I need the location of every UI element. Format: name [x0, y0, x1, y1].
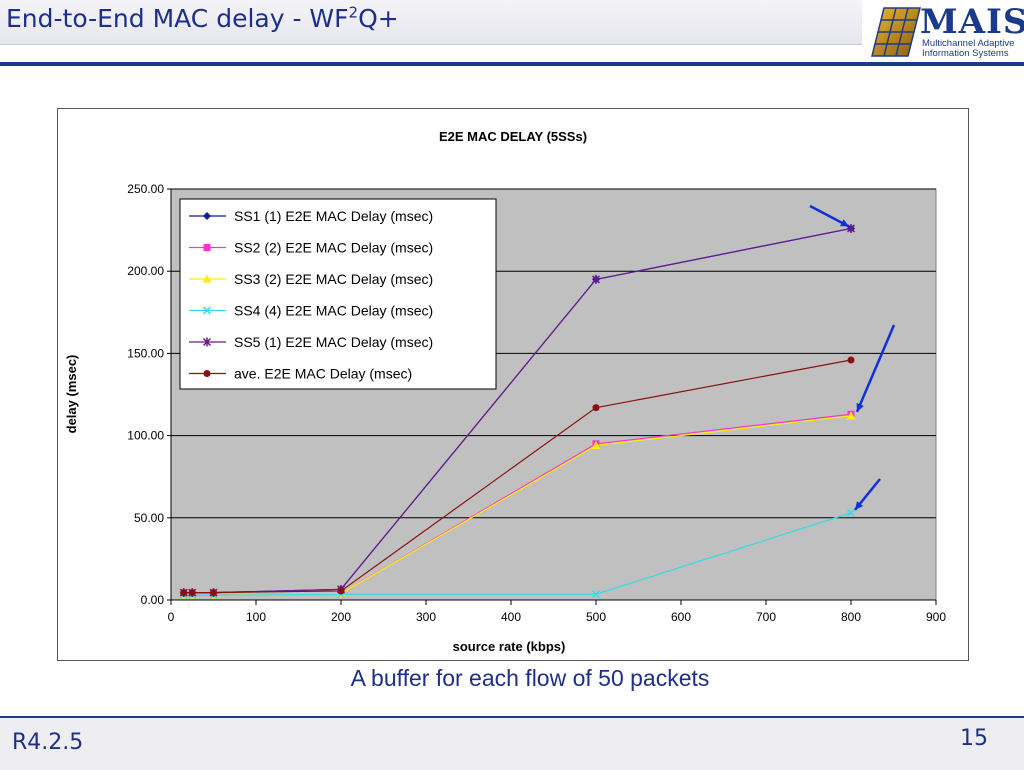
- x-tick-label: 300: [416, 610, 436, 624]
- logo-subtitle: Multichannel Adaptive Information Systems: [922, 38, 1015, 59]
- data-point: [188, 589, 196, 597]
- logo-grid-icon: [871, 7, 921, 57]
- x-tick-label: 500: [586, 610, 606, 624]
- x-tick-label: 200: [331, 610, 351, 624]
- x-tick-label: 800: [841, 610, 861, 624]
- data-point: [846, 508, 856, 517]
- legend-marker: [203, 370, 211, 377]
- x-tick-label: 100: [246, 610, 266, 624]
- y-tick-label: 250.00: [127, 182, 164, 196]
- arrow-head-icon: [840, 219, 849, 227]
- arrow-head-icon: [856, 402, 864, 412]
- legend-marker: [202, 274, 212, 283]
- legend-label: ave. E2E MAC Delay (msec): [234, 366, 412, 382]
- legend-entry: SS4 (4) E2E MAC Delay (msec): [189, 303, 433, 319]
- slide-caption: A buffer for each flow of 50 packets: [350, 665, 710, 691]
- chart-title: E2E MAC DELAY (5SSs): [439, 129, 587, 144]
- data-point: [337, 587, 345, 595]
- arrow-head-icon: [855, 501, 864, 510]
- x-tick-label: 900: [926, 610, 946, 624]
- legend-label: SS3 (2) E2E MAC Delay (msec): [234, 271, 433, 287]
- legend-label: SS1 (1) E2E MAC Delay (msec): [234, 208, 433, 224]
- legend-entry: SS5 (1) E2E MAC Delay (msec): [189, 334, 433, 350]
- legend-entry: ave. E2E MAC Delay (msec): [189, 366, 412, 382]
- version-label: R4.2.5: [12, 730, 84, 755]
- title-bar: End-to-End MAC delay - WF2Q+: [0, 0, 862, 45]
- legend-label: SS2 (2) E2E MAC Delay (msec): [234, 240, 433, 256]
- data-point: [180, 589, 188, 597]
- page-number: 15: [960, 726, 988, 751]
- mais-logo: MAIS Multichannel Adaptive Information Sy…: [870, 2, 1024, 59]
- y-tick-label: 200.00: [127, 264, 164, 278]
- legend-entry: SS3 (2) E2E MAC Delay (msec): [189, 271, 433, 287]
- data-point: [592, 404, 600, 412]
- y-tick-label: 150.00: [127, 346, 164, 360]
- data-point: [591, 274, 601, 284]
- y-axis-label: delay (msec): [64, 355, 79, 434]
- plot-area: 0.00 50.00 100.00 150.00 200.00 250.00 0 100 200…: [127, 182, 946, 624]
- x-tick-label: 700: [756, 610, 776, 624]
- slide-title: End-to-End MAC delay - WF2Q+: [6, 3, 399, 33]
- annotation-arrow: [855, 324, 896, 413]
- x-axis-label: source rate (kbps): [453, 639, 566, 654]
- legend-marker: [202, 306, 212, 315]
- x-tick-label: 600: [671, 610, 691, 624]
- data-point: [210, 589, 217, 597]
- y-tick-label: 50.00: [134, 511, 164, 525]
- legend-label: SS5 (1) E2E MAC Delay (msec): [234, 334, 433, 350]
- slide-footer: R4.2.5 15: [0, 716, 1024, 770]
- data-point: [591, 590, 601, 599]
- legend-box: [179, 198, 497, 390]
- logo-word: MAIS: [920, 2, 1024, 42]
- legend-marker: [203, 212, 211, 220]
- chart-legend: SS1 (1) E2E MAC Delay (msec) SS2 (2) E2E …: [179, 198, 497, 390]
- data-point: [846, 411, 856, 420]
- y-tick-label: 100.00: [127, 429, 164, 443]
- data-point: [847, 356, 855, 364]
- header-rule: [0, 62, 1024, 66]
- legend-label: SS4 (4) E2E MAC Delay (msec): [234, 303, 433, 319]
- chart-frame: E2E MAC DELAY (5SSs) 0.00 50.00 100.00 150.…: [57, 108, 969, 661]
- legend-marker: [203, 244, 211, 251]
- legend-marker: [202, 337, 212, 347]
- x-tick-label: 0: [168, 610, 175, 624]
- legend-entry: SS2 (2) E2E MAC Delay (msec): [189, 240, 433, 256]
- y-tick-label: 0.00: [141, 593, 165, 607]
- data-point: [591, 440, 601, 449]
- delay-chart: E2E MAC DELAY (5SSs) 0.00 50.00 100.00 150.…: [64, 129, 946, 654]
- legend-entry: SS1 (1) E2E MAC Delay (msec): [189, 208, 433, 224]
- x-tick-label: 400: [501, 610, 521, 624]
- slide-header: End-to-End MAC delay - WF2Q+ MAIS Multic…: [0, 0, 1024, 66]
